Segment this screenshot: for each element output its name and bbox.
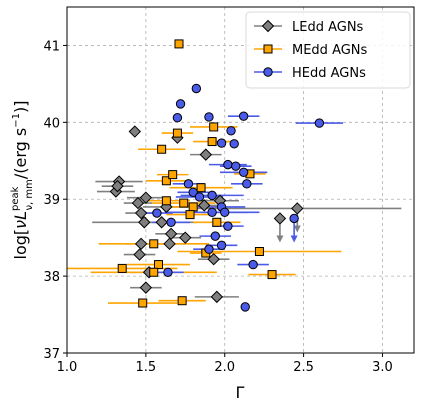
ledd-agns-point [111, 179, 124, 193]
medd-agns-point [177, 296, 187, 306]
ledd-agns-point [134, 206, 148, 220]
legend-label: MEdd AGNs [292, 43, 368, 58]
hedd-agns-point [314, 118, 325, 128]
medd-agns-point [138, 298, 148, 308]
medd-agns-point [149, 267, 159, 277]
hedd-agns-point [183, 179, 194, 189]
hedd-agns-point [242, 179, 252, 189]
medd-agns-point [267, 270, 277, 280]
hedd-agns-point [238, 111, 249, 121]
hedd-agns-point [152, 208, 162, 218]
ledd-agns-point [139, 281, 153, 294]
ledd-agns-point [163, 237, 176, 251]
hedd-agns-point [238, 167, 249, 178]
medd-agns-point [254, 247, 264, 257]
ledd-agns-upper-limit-head [293, 225, 301, 233]
medd-agns-point [179, 198, 189, 208]
hedd-agns-point [248, 259, 258, 270]
x-tick-label: 1.5 [136, 360, 157, 375]
medd-agns-point [149, 239, 159, 249]
hedd-agns-point [191, 83, 202, 94]
medd-agns-point [161, 196, 171, 206]
y-axis-ticks: 37 38 39 40 41 [43, 39, 67, 362]
legend: LEdd AGNs MEdd AGNs HEdd AGNs [245, 11, 411, 89]
ledd-agns-point [179, 231, 192, 244]
hedd-agns-point [172, 113, 183, 123]
hedd-agns-point [226, 126, 236, 136]
medd-agns-point [161, 176, 171, 186]
medd-agns-point [185, 210, 195, 220]
ledd-agns-point [155, 216, 168, 229]
hedd-agns-point [240, 302, 250, 312]
hedd-agns-point [204, 244, 214, 254]
hedd-agns-point [231, 161, 241, 171]
medd-agns-point [117, 263, 127, 273]
ledd-agns-upper-limit-head [276, 235, 284, 243]
hedd-agns-point [163, 267, 173, 277]
hedd-agns-upper-limit-head [290, 235, 298, 243]
hedd-agns-point [207, 207, 217, 217]
ledd-agns-point [291, 202, 304, 215]
legend-marker [263, 44, 273, 54]
medd-agns-point [207, 137, 217, 147]
hedd-agns-point [204, 112, 214, 122]
hedd-agns-point [289, 213, 299, 224]
hedd-agns-point [216, 138, 227, 148]
ledd-agns-point [273, 212, 287, 225]
plot-frame [66, 6, 415, 354]
ledd-agns-point [164, 227, 178, 241]
medd-agns-point [172, 128, 182, 138]
medd-agns-point [196, 183, 206, 193]
x-tick-label: 3.0 [372, 360, 393, 375]
medd-agns-point [209, 122, 219, 132]
hedd-agns-point [188, 187, 198, 198]
x-axis-ticks: 1.0 1.5 2.0 2.5 3.0 [57, 353, 393, 375]
x-tick-label: 2.5 [293, 360, 314, 375]
hedd-agns-point [166, 217, 176, 227]
ledd-agns-point [138, 216, 151, 229]
hedd-agns-point [223, 159, 233, 170]
medd-agns-point [212, 217, 222, 227]
ledd-agns-point [128, 125, 142, 138]
ledd-agns-point [198, 199, 211, 212]
ledd-agns-point [210, 290, 224, 304]
hedd-agns-point [229, 139, 239, 149]
hedd-agns-point [216, 240, 227, 251]
y-tick-label: 39 [43, 193, 60, 208]
medd-agns-point [188, 202, 198, 212]
hedd-agns-point [175, 99, 186, 109]
hedd-agns-point [207, 190, 217, 201]
medd-agns-point [157, 144, 167, 154]
y-axis-label: log[νLpeak ν, mm/(erg s−1)] [10, 101, 35, 260]
legend-marker [263, 67, 273, 77]
y-tick-label: 38 [43, 270, 60, 285]
x-tick-label: 1.0 [57, 360, 78, 375]
data-markers [109, 39, 325, 312]
hedd-agns-point [220, 207, 230, 217]
x-tick-label: 2.0 [214, 360, 235, 375]
medd-agns-point [168, 170, 178, 180]
legend-marker [261, 19, 275, 33]
x-axis-label: Γ [236, 383, 245, 402]
hedd-agns-point [194, 192, 205, 202]
hedd-agns-point [223, 221, 233, 231]
ledd-agns-point [134, 237, 148, 251]
y-tick-label: 40 [43, 116, 60, 131]
legend-box [245, 11, 411, 89]
hedd-agns-point [210, 231, 220, 241]
y-tick-label: 37 [43, 347, 60, 362]
ledd-agns-point [139, 191, 153, 204]
ledd-agns-point [133, 248, 146, 261]
medd-agns-point [153, 260, 163, 270]
y-tick-label: 41 [43, 39, 60, 54]
ledd-agns-point [131, 196, 145, 210]
legend-label: LEdd AGNs [292, 20, 364, 35]
legend-label: HEdd AGNs [292, 66, 366, 81]
medd-agns-point [174, 39, 184, 49]
ledd-agns-point [199, 148, 213, 161]
